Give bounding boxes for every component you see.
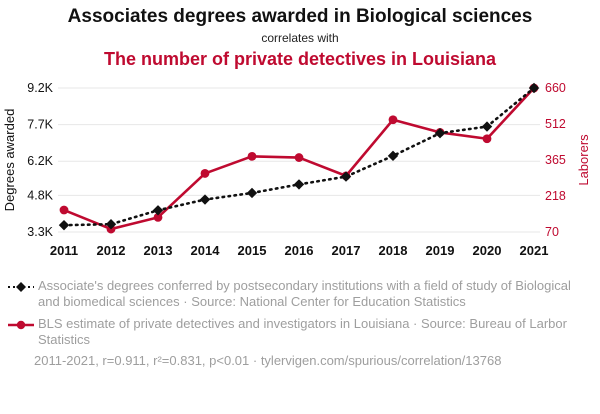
legend-text-degrees: Associate's degrees conferred by postsec… [38, 278, 571, 309]
svg-text:9.2K: 9.2K [27, 81, 53, 95]
svg-text:70: 70 [545, 225, 559, 239]
svg-text:2017: 2017 [332, 243, 361, 258]
svg-text:7.7K: 7.7K [27, 118, 53, 132]
svg-text:2014: 2014 [191, 243, 221, 258]
svg-text:2015: 2015 [238, 243, 267, 258]
svg-text:365: 365 [545, 153, 566, 167]
chart-area: 3.3K 4.8K 6.2K 7.7K 9.2K 70 218 365 512 660 2011 20… [0, 74, 600, 270]
red-circle-solid-line-icon [8, 320, 34, 329]
svg-text:2020: 2020 [473, 243, 502, 258]
svg-text:660: 660 [545, 81, 566, 95]
black-diamond-dashed-line-icon [8, 282, 34, 292]
svg-text:6.2K: 6.2K [27, 154, 53, 168]
chart-title: Associates degrees awarded in Biological… [67, 6, 533, 27]
stats-footer: 2011-2021, r=0.911, r²=0.831, p<0.01 · t… [34, 353, 502, 369]
svg-text:218: 218 [545, 189, 566, 203]
chart-title-red: The number of private detectives in Loui… [103, 49, 497, 69]
legend-text-detectives: BLS estimate of private detectives and i… [38, 315, 567, 347]
svg-text:512: 512 [545, 117, 566, 131]
svg-text:2016: 2016 [285, 243, 314, 258]
chart-card: Associates degrees awarded in Biological… [0, 6, 600, 414]
svg-text:4.8K: 4.8K [27, 188, 53, 202]
svg-text:2013: 2013 [144, 243, 173, 258]
svg-text:2021: 2021 [520, 243, 549, 258]
svg-text:2011: 2011 [50, 243, 78, 258]
legend-item-degrees: Associate's degrees conferred by postsec… [8, 278, 594, 310]
svg-text:2012: 2012 [97, 243, 126, 258]
legend: Associate's degrees conferred by postsec… [8, 278, 594, 347]
svg-text:Degrees awarded: Degrees awarded [2, 109, 17, 212]
svg-text:2019: 2019 [426, 243, 455, 258]
svg-text:Laborers: Laborers [576, 134, 591, 186]
legend-item-detectives: BLS estimate of private detectives and i… [8, 316, 594, 348]
svg-text:3.3K: 3.3K [27, 225, 53, 239]
svg-text:2018: 2018 [379, 243, 408, 258]
chart-subtitle: correlates with [261, 31, 339, 45]
line-chart: 3.3K 4.8K 6.2K 7.7K 9.2K 70 218 365 512 660 2011 20… [2, 81, 591, 258]
